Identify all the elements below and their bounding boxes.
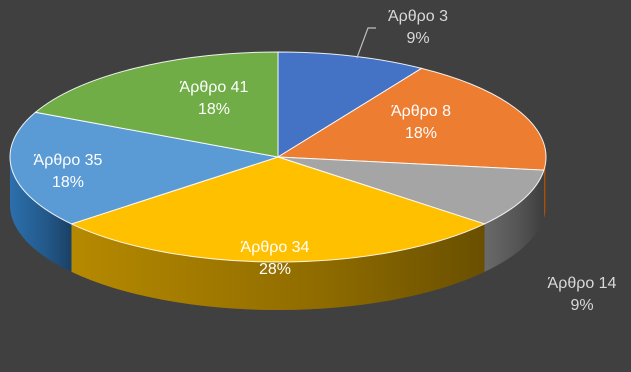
data-label-name-άρθρο-41: Άρθρο 41 — [180, 79, 249, 96]
data-label-percent-άρθρο-14: 9% — [570, 297, 593, 314]
pie-tops — [9, 51, 547, 263]
data-label-name-άρθρο-34: Άρθρο 34 — [241, 239, 310, 256]
data-label-percent-άρθρο-8: 18% — [405, 125, 437, 142]
data-label-name-άρθρο-8: Άρθρο 8 — [391, 103, 451, 120]
data-label-name-άρθρο-14: Άρθρο 14 — [548, 275, 617, 292]
pie-slice-άρθρο-8 — [276, 67, 547, 171]
pie-slice-άρθρο-41 — [34, 51, 279, 158]
data-label-percent-άρθρο-3: 9% — [406, 30, 429, 47]
pie-side-shade-άρθρο-34 — [71, 223, 485, 310]
pie-slice-άρθρο-35 — [9, 111, 279, 225]
pie-side-shade-άρθρο-35 — [10, 157, 72, 272]
pie-side-shade-άρθρο-8 — [543, 157, 546, 219]
data-labels: Άρθρο 3 9% Άρθρο 8 18% Άρθρο 14 9% Άρθρο 34 28%… — [34, 8, 617, 314]
data-label-name-άρθρο-35: Άρθρο 35 — [34, 152, 103, 169]
leader-lines — [356, 27, 376, 59]
pie-slice-άρθρο-34 — [70, 156, 486, 263]
data-label-percent-άρθρο-41: 18% — [198, 101, 230, 118]
pie-slice-άρθρο-3 — [277, 51, 423, 158]
data-label-name-άρθρο-3: Άρθρο 3 — [388, 8, 448, 25]
data-label-percent-άρθρο-35: 18% — [52, 174, 84, 191]
pie-slice-άρθρο-14 — [277, 156, 545, 225]
pie-side-shade-άρθρο-14 — [484, 170, 544, 272]
pie-sides — [10, 157, 546, 310]
data-label-percent-άρθρο-34: 28% — [259, 261, 291, 278]
leader-line-άρθρο-3 — [356, 27, 376, 59]
